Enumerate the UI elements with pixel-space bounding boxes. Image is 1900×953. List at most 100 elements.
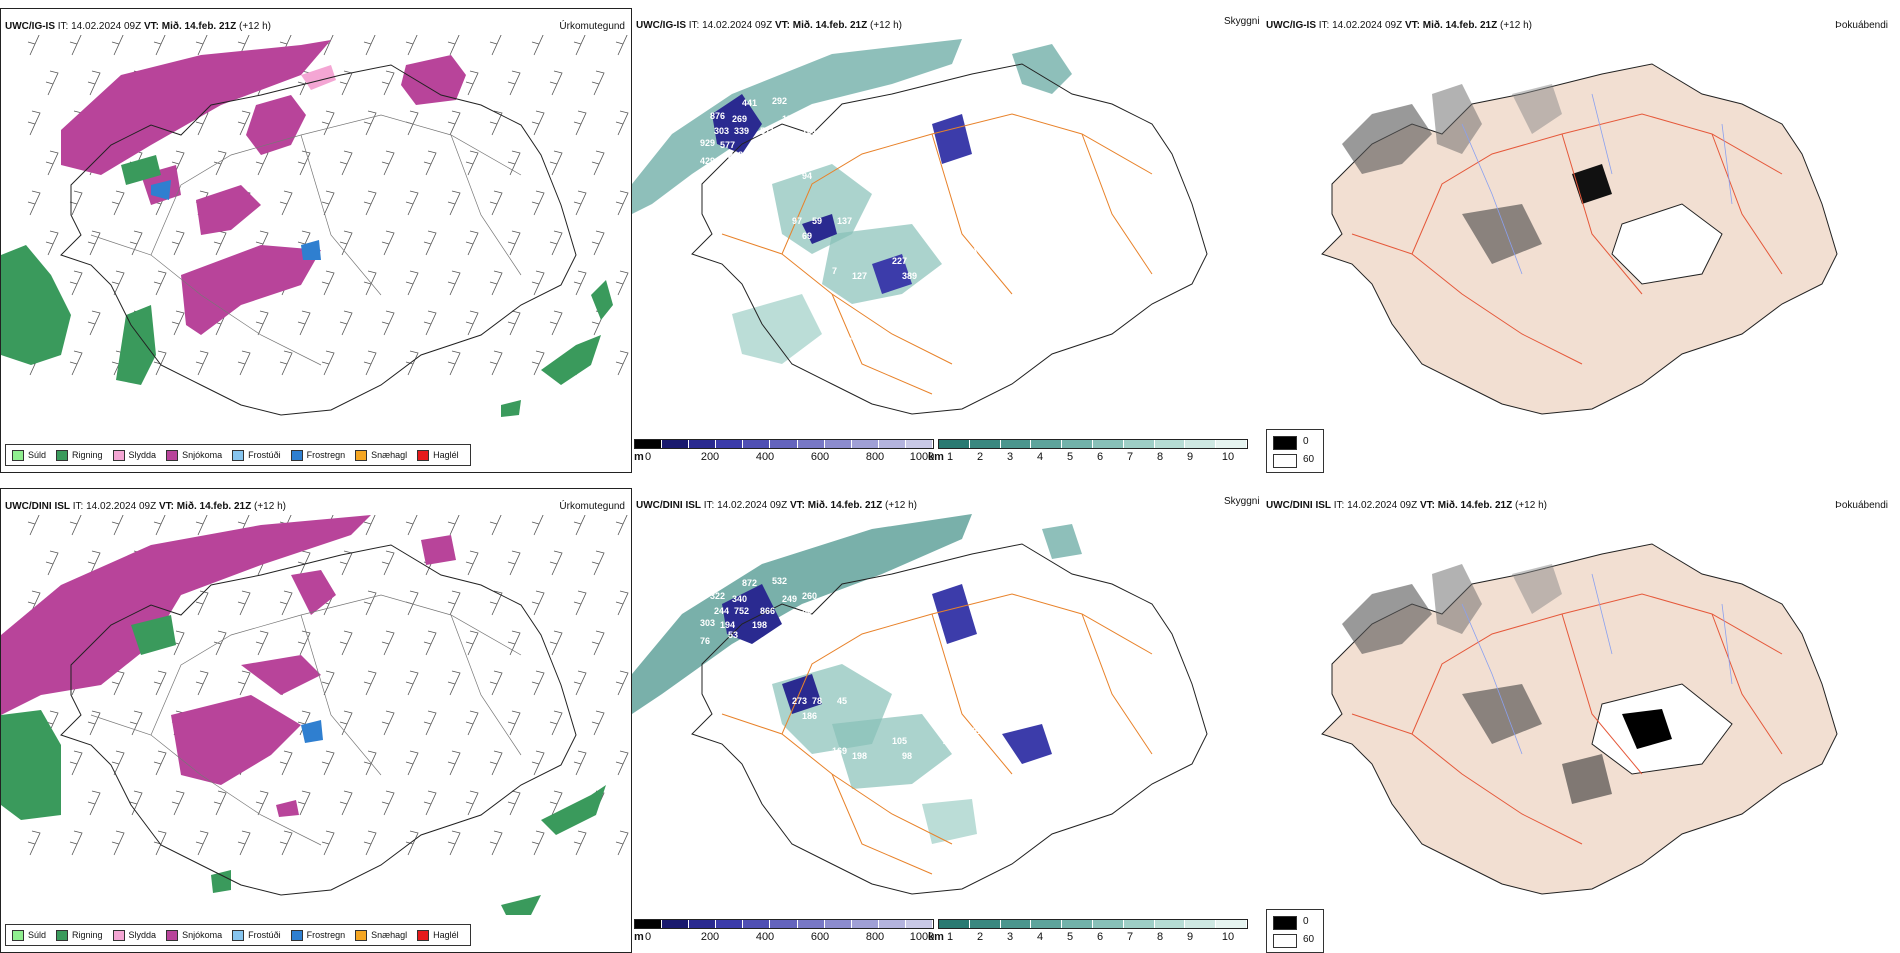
vis-m-tick: 0: [644, 451, 652, 463]
visibility-value: 169: [832, 746, 847, 756]
vis-m-swatch: [824, 440, 852, 448]
vis-m-swatch: [851, 440, 879, 448]
visibility-value: 577: [720, 140, 735, 150]
visibility-value: 53: [728, 630, 738, 640]
roads: [90, 594, 522, 846]
vis-km-swatch: [939, 920, 970, 928]
wind-barb: [171, 150, 185, 176]
vis-km-tick: 2: [976, 451, 984, 463]
legend-item: Haglél: [417, 929, 459, 941]
very-low-vis-area: [782, 674, 822, 714]
panel-title: UWC/IG-IS IT: 14.02.2024 09Z VT: Mið. 14…: [1266, 20, 1532, 31]
precip-type-panel: UWC/DINI ISL IT: 14.02.2024 09Z VT: Mið.…: [0, 488, 632, 953]
visibility-panel: UWC/IG-IS IT: 14.02.2024 09Z VT: Mið. 14…: [632, 8, 1262, 473]
visibility-value: 94: [967, 246, 977, 256]
iceland-outline: [60, 544, 577, 896]
wind-barb: [381, 70, 395, 96]
wind-barb: [279, 590, 293, 616]
very-low-vis-area: [932, 584, 977, 644]
wind-barb: [339, 230, 353, 256]
wind-barb: [447, 750, 461, 776]
valid-time-label: VT:: [1419, 500, 1435, 511]
vis-m-ticks: 0 200 400 600 800 1000: [634, 931, 934, 945]
wind-barb: [465, 550, 479, 576]
low-vis-area: [832, 714, 952, 789]
wind-barb: [447, 830, 461, 856]
low-vis-area: [922, 799, 977, 844]
vis-m-unit: m: [634, 451, 644, 463]
lead-time: (+12 h): [254, 501, 286, 512]
vis-m-tick: 200: [700, 451, 720, 463]
visibility-value: 929: [700, 138, 715, 148]
precip-type-panel: UWC/IG-IS IT: 14.02.2024 09Z VT: Mið. 14…: [0, 8, 632, 473]
wind-barb: [423, 710, 437, 736]
visibility-value: 137: [992, 621, 1007, 631]
wind-barb: [489, 830, 503, 856]
wind-barb: [363, 110, 377, 136]
legend-item: Snæhagl: [355, 929, 407, 941]
wind-barb: [507, 310, 521, 336]
wind-barb: [381, 710, 395, 736]
model-name: UWC/DINI ISL: [1266, 500, 1331, 511]
row-ig-is: UWC/IG-IS IT: 14.02.2024 09Z VT: Mið. 14…: [0, 8, 1900, 473]
legend-swatch: [232, 449, 245, 461]
visibility-value: 220: [792, 156, 807, 166]
panel-name: Þokuábendi: [1835, 20, 1888, 31]
roads: [90, 114, 522, 366]
legend-item: Slydda: [112, 929, 156, 941]
vis-km-tick: 7: [1126, 931, 1134, 943]
wind-barb: [489, 750, 503, 776]
legend-swatch: [12, 449, 24, 461]
wind-barb: [531, 750, 545, 776]
wind-barb: [381, 550, 395, 576]
freezing-rain-area: [301, 240, 321, 260]
wind-barb: [531, 270, 545, 296]
wind-barb: [507, 710, 521, 736]
legend-item: Súld: [12, 929, 46, 941]
valid-time-label: VT:: [143, 21, 159, 32]
vis-km-swatch: [1062, 920, 1093, 928]
row-dini-isl: UWC/DINI ISL IT: 14.02.2024 09Z VT: Mið.…: [0, 488, 1900, 953]
wind-barb: [531, 190, 545, 216]
wind-barb: [531, 110, 545, 136]
visibility-value: 78: [812, 696, 822, 706]
wind-barb: [381, 230, 395, 256]
model-name: UWC/IG-IS: [1266, 20, 1316, 31]
fog-area: [1432, 564, 1482, 634]
wind-barb: [573, 110, 587, 136]
visibility-value: 76: [700, 636, 710, 646]
wind-barb: [507, 230, 521, 256]
legend-item: Frostregn: [290, 929, 345, 941]
visibility-value: 198: [852, 751, 867, 761]
visibility-value: 511: [760, 126, 775, 136]
wind-barb: [381, 310, 395, 336]
snow-area: [181, 245, 321, 335]
lead-time: (+12 h): [1500, 20, 1532, 31]
wind-barb: [87, 550, 101, 576]
wind-barb: [549, 630, 563, 656]
wind-barb: [27, 515, 40, 536]
wind-barb: [195, 670, 209, 696]
wind-barb: [279, 750, 293, 776]
visibility-value: 46: [992, 651, 1002, 661]
legend-label: Frostúði: [248, 450, 281, 460]
wind-barb: [69, 270, 83, 296]
init-time: IT: 14.02.2024 09Z: [72, 501, 157, 512]
visibility-value: 217: [802, 651, 817, 661]
wind-barb: [405, 515, 418, 536]
panel-title: UWC/DINI ISL IT: 14.02.2024 09Z VT: Mið.…: [636, 500, 917, 511]
visibility-value: 51: [992, 141, 1002, 151]
wind-barb: [111, 515, 124, 536]
visibility-value: 273: [792, 696, 807, 706]
vis-m-swatch: [635, 440, 663, 448]
vis-m-swatch: [689, 920, 717, 928]
vis-km-swatch: [1216, 440, 1247, 448]
rivers: [1461, 573, 1733, 755]
legend-swatch: [417, 449, 430, 461]
wind-barb: [489, 515, 502, 536]
valid-time-label: VT:: [789, 500, 805, 511]
rain-area: [501, 400, 521, 417]
vis-m-swatch: [797, 920, 825, 928]
wind-barb: [363, 35, 376, 56]
wind-barb: [591, 150, 605, 176]
